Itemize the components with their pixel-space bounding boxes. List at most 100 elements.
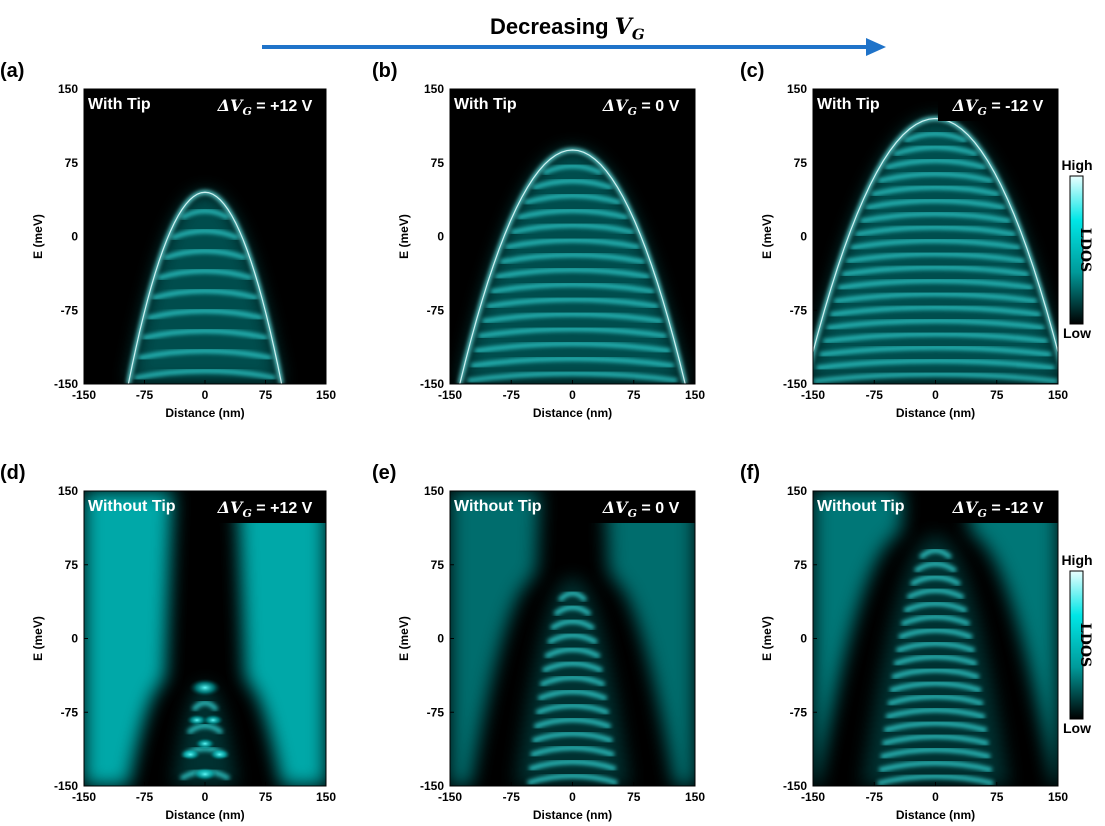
- band-fringe: [482, 311, 663, 324]
- y-tick-label: -150: [783, 779, 807, 793]
- band-fringe: [549, 618, 596, 631]
- band-fringe: [531, 731, 614, 744]
- band-fringe: [151, 288, 259, 301]
- band-fringe: [880, 747, 991, 760]
- x-tick-label: -150: [438, 388, 462, 402]
- x-tick-label: 0: [202, 790, 209, 804]
- band-fringe: [906, 587, 965, 600]
- x-tick-label: 150: [1048, 790, 1068, 804]
- side-region-left: [450, 491, 540, 786]
- tip-label: With Tip: [88, 96, 151, 113]
- band-glow: [813, 118, 1058, 384]
- y-tick-label: 75: [794, 558, 808, 572]
- y-tick-label: -75: [61, 303, 79, 317]
- y-tick-label: -75: [427, 303, 445, 317]
- y-tick-label: 150: [424, 484, 444, 498]
- panel-b: With Tip ΔVG = 0 V (b) -150 -75 0 75 150 -150 -75…: [372, 60, 705, 420]
- colorbar-title: LDOS: [1077, 228, 1093, 272]
- x-tick-label: 75: [990, 388, 1004, 402]
- y-tick-label: 75: [65, 558, 79, 572]
- colorbar-low-label: Low: [1063, 325, 1091, 341]
- x-tick-label: -75: [503, 388, 521, 402]
- heatmap: [126, 190, 284, 384]
- tip-label: Without Tip: [817, 498, 905, 515]
- band-fringe: [539, 675, 606, 687]
- x-tick-label: 150: [1048, 388, 1068, 402]
- vg-label-box: [204, 491, 326, 523]
- band-fringe: [913, 561, 958, 574]
- y-tick-label: -150: [54, 377, 78, 391]
- panel-f: Without Tip ΔVG = -12 V (f) -150 -75 0 75 150 -1…: [740, 462, 1068, 822]
- colorbar-high-label: High: [1061, 552, 1092, 568]
- band-fringe: [878, 760, 993, 773]
- band-fringe: [546, 632, 599, 645]
- resonance-spot: [202, 714, 224, 727]
- panel-letter: (b): [372, 60, 398, 82]
- x-tick-label: -150: [801, 388, 825, 402]
- panel-d: Without Tip ΔVG = +12 V (d) -150 -75 0 75 150 -1…: [0, 462, 336, 822]
- vg-label: ΔVG = +12 V: [217, 96, 313, 118]
- band-fringe: [837, 278, 1034, 291]
- x-tick-label: 150: [316, 790, 336, 804]
- band-fringe: [142, 328, 268, 341]
- y-tick-label: -150: [783, 377, 807, 391]
- tip-label: With Tip: [817, 96, 880, 113]
- band-fringe: [903, 131, 968, 144]
- vg-label: ΔVG = 0 V: [602, 498, 680, 520]
- band-fringe: [474, 341, 671, 354]
- x-tick-label: 75: [990, 790, 1004, 804]
- vg-label: ΔVG = -12 V: [952, 498, 1044, 520]
- band-fringe: [865, 198, 1006, 210]
- y-axis-label: E (meV): [397, 214, 411, 259]
- colorbar-high-label: High: [1061, 157, 1092, 173]
- y-tick-label: 150: [58, 82, 78, 96]
- band-fringe: [191, 700, 219, 712]
- x-axis-label: Distance (nm): [533, 406, 612, 420]
- band-fringe: [898, 627, 973, 640]
- band-fringe: [528, 759, 617, 772]
- y-tick-label: 75: [431, 558, 445, 572]
- panel-letter: (f): [740, 462, 760, 484]
- band-edge-line: [127, 191, 283, 384]
- x-tick-label: -75: [866, 790, 884, 804]
- band-fringe: [871, 184, 1000, 197]
- vg-label: ΔVG = -12 V: [952, 96, 1044, 118]
- band-fringe: [895, 640, 976, 653]
- band-fringe: [180, 208, 230, 221]
- y-tick-label: 0: [800, 230, 807, 244]
- vg-label-box: [938, 491, 1058, 523]
- colorbar-low-label: Low: [1063, 720, 1091, 736]
- x-axis-label: Distance (nm): [896, 406, 975, 420]
- x-tick-label: -75: [503, 790, 521, 804]
- x-tick-label: 75: [259, 790, 273, 804]
- band-fringe: [544, 646, 601, 659]
- band-fringe: [889, 680, 982, 693]
- band-fringe: [846, 251, 1025, 264]
- vg-label-box: [587, 491, 695, 523]
- side-region-left: [813, 491, 903, 786]
- y-tick-label: 75: [65, 156, 79, 170]
- band-fringe: [816, 358, 1055, 371]
- band-fringe: [903, 601, 968, 614]
- band-fringe: [478, 326, 667, 339]
- panel-letter: (a): [0, 60, 24, 82]
- y-axis-label: E (meV): [760, 214, 774, 259]
- band-fringe: [918, 548, 953, 560]
- y-tick-label: 0: [71, 230, 78, 244]
- band-fringe: [163, 248, 247, 261]
- x-tick-label: 150: [685, 790, 705, 804]
- heatmap: [813, 491, 1058, 786]
- vg-label-box: [587, 89, 695, 121]
- x-tick-label: 150: [685, 388, 705, 402]
- band-edge-line: [813, 117, 1058, 355]
- x-tick-label: 75: [627, 790, 641, 804]
- x-tick-label: -150: [72, 388, 96, 402]
- tip-label: With Tip: [454, 96, 517, 113]
- band-glow: [459, 149, 686, 384]
- band-fringe: [532, 178, 613, 191]
- y-tick-label: 150: [58, 484, 78, 498]
- y-tick-label: -150: [420, 377, 444, 391]
- x-tick-label: -150: [801, 790, 825, 804]
- y-tick-label: -75: [427, 705, 445, 719]
- y-tick-label: 0: [437, 632, 444, 646]
